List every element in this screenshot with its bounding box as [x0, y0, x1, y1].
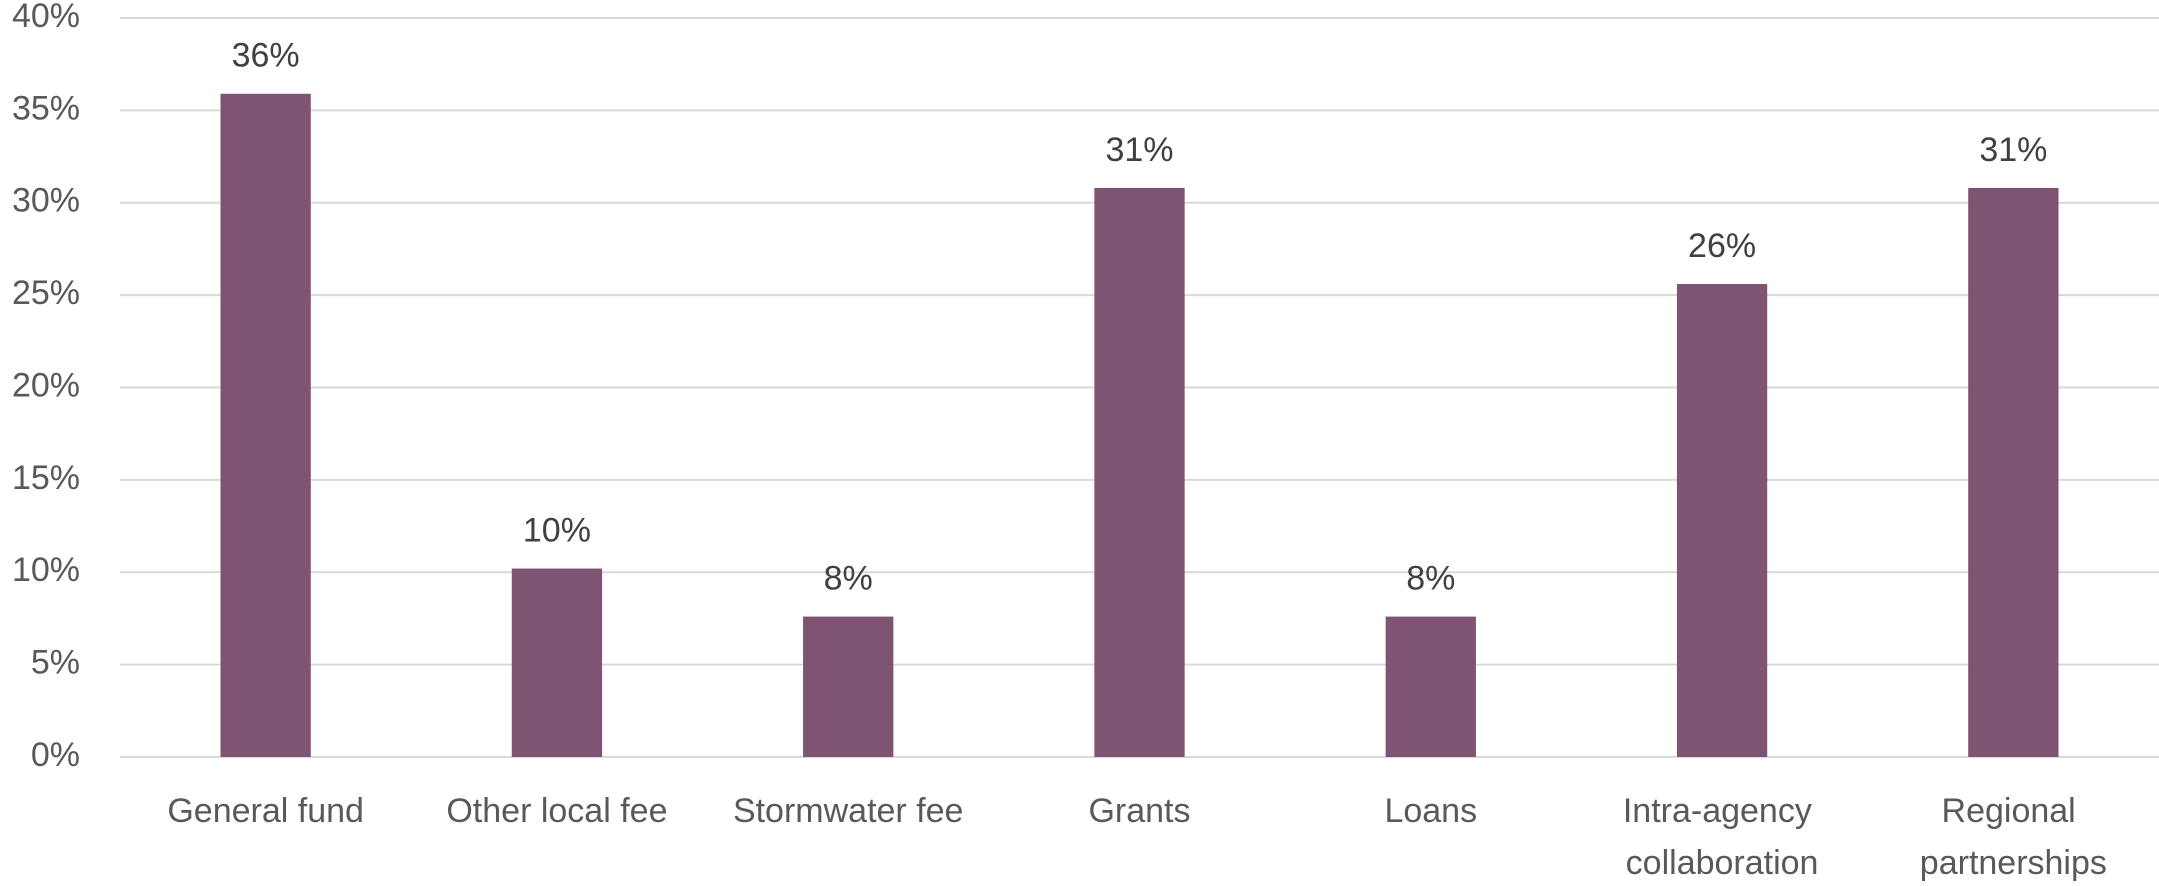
bar: [220, 93, 311, 757]
y-tick-label: 20%: [12, 366, 80, 404]
data-label: 31%: [1979, 131, 2047, 169]
bar: [511, 568, 603, 757]
y-tick-label: 15%: [12, 459, 80, 497]
x-tick-label: Loans: [1384, 792, 1477, 830]
y-tick-label: 25%: [12, 274, 80, 312]
data-label: 26%: [1688, 227, 1756, 265]
y-tick-label: 40%: [12, 0, 80, 35]
bar: [1385, 616, 1476, 757]
y-tick-label: 10%: [12, 551, 80, 589]
y-tick-label: 5%: [31, 644, 80, 682]
data-label: 8%: [824, 560, 873, 598]
x-tick-label: Stormwater fee: [733, 792, 964, 830]
bar: [1094, 187, 1185, 758]
x-tick-label: Other local fee: [446, 792, 667, 830]
data-label: 10%: [523, 512, 591, 550]
x-tick-label: Regional partnerships: [1920, 792, 2107, 882]
y-tick-label: 35%: [12, 89, 80, 127]
bar: [1968, 187, 2059, 758]
data-label: 36%: [232, 37, 300, 75]
x-tick-label: Grants: [1088, 792, 1190, 830]
bar: [803, 616, 894, 757]
x-tick-label: Intra-agency collaboration: [1623, 792, 1821, 882]
bar: [1676, 284, 1768, 757]
y-tick-label: 30%: [12, 182, 80, 220]
y-tick-label: 0%: [31, 736, 80, 774]
x-tick-label: General fund: [167, 792, 364, 830]
data-label: 31%: [1105, 131, 1173, 169]
data-label: 8%: [1406, 560, 1455, 598]
